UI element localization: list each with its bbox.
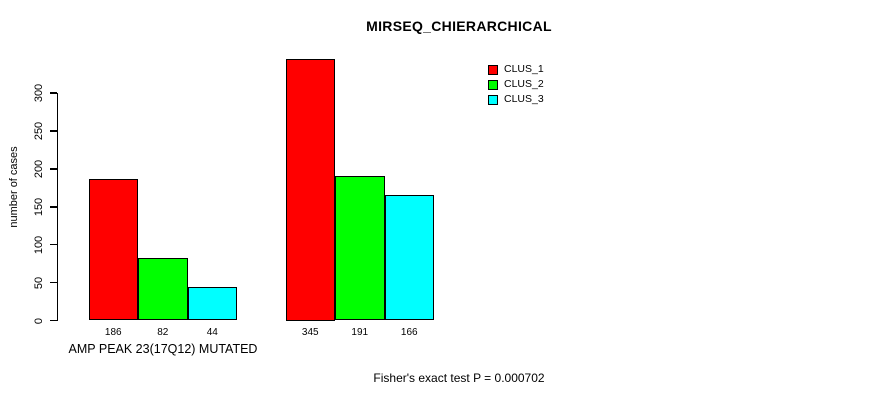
bar-value-label: 82 [157, 327, 169, 338]
bar-value-label: 186 [104, 327, 122, 338]
y-tick-mark [49, 168, 57, 170]
legend-item-clus-1: CLUS_1 [488, 62, 544, 77]
legend-item-clus-3: CLUS_3 [488, 92, 544, 107]
bar-value-label: 345 [301, 327, 319, 338]
bar-clus-1-group-1 [88, 179, 138, 321]
y-tick-label: 100 [33, 235, 45, 254]
bar-value-label: 166 [400, 327, 418, 338]
fisher-test-annotation: Fisher's exact test P = 0.000702 [373, 371, 545, 385]
chart-title: MIRSEQ_CHIERARCHICAL [366, 18, 552, 34]
bar-clus-2-group-1 [138, 258, 188, 321]
y-tick-mark [49, 206, 57, 208]
legend: CLUS_1 CLUS_2 CLUS_3 [488, 62, 544, 107]
y-tick-mark [49, 319, 57, 322]
bar-clus-3-group-2 [384, 194, 434, 321]
bar-clus-1-group-2 [285, 58, 335, 321]
y-tick-mark [49, 130, 57, 132]
legend-swatch-clus-2-icon [488, 79, 498, 90]
legend-swatch-clus-3-icon [488, 94, 498, 105]
bar-clus-3-group-1 [187, 287, 237, 321]
bar-clus-2-group-2 [335, 175, 385, 321]
y-tick-label: 300 [33, 83, 45, 103]
legend-label-clus-1: CLUS_1 [504, 63, 544, 75]
y-tick-label: 200 [33, 159, 45, 179]
x-category-label: AMP PEAK 23(17Q12) MUTATED [68, 342, 258, 356]
legend-item-clus-2: CLUS_2 [488, 77, 544, 92]
y-tick-mark [49, 92, 57, 94]
y-tick-mark [49, 281, 57, 284]
legend-swatch-clus-1-icon [488, 64, 498, 75]
y-tick-label: 150 [33, 197, 45, 216]
legend-label-clus-2: CLUS_2 [504, 78, 544, 90]
y-tick-label: 0 [33, 317, 45, 324]
legend-label-clus-3: CLUS_3 [504, 93, 544, 105]
y-tick-label: 250 [33, 121, 45, 141]
y-tick-label: 50 [33, 276, 45, 289]
y-tick-mark [49, 243, 57, 246]
y-axis-line [56, 93, 58, 321]
bar-value-label: 191 [351, 327, 369, 338]
bar-value-label: 44 [206, 327, 218, 338]
